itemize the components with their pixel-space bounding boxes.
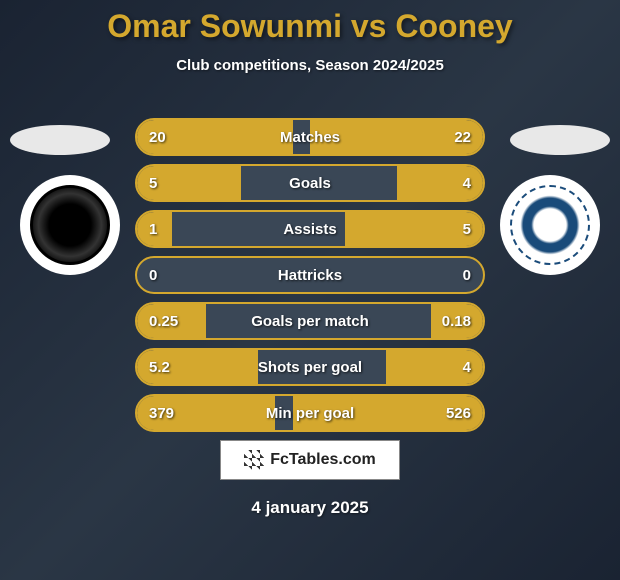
brand-footer[interactable]: FcTables.com (220, 440, 400, 480)
comparison-subtitle: Club competitions, Season 2024/2025 (0, 57, 620, 74)
club-logo-right (500, 175, 600, 275)
bromley-crest-icon (30, 185, 110, 265)
stat-value-right: 5 (463, 221, 471, 238)
stat-row-matches: 20 Matches 22 (135, 118, 485, 156)
stat-label: Shots per goal (137, 359, 483, 376)
stat-value-right: 4 (463, 175, 471, 192)
stat-value-right: 4 (463, 359, 471, 376)
stat-label: Goals per match (137, 313, 483, 330)
stat-value-right: 526 (446, 405, 471, 422)
stat-label: Goals (137, 175, 483, 192)
comparison-date: 4 january 2025 (251, 498, 368, 518)
stat-value-right: 0 (463, 267, 471, 284)
stats-container: 20 Matches 22 5 Goals 4 1 Assists 5 0 Ha… (135, 118, 485, 440)
stat-row-min-per-goal: 379 Min per goal 526 (135, 394, 485, 432)
stat-row-goals-per-match: 0.25 Goals per match 0.18 (135, 302, 485, 340)
stat-label: Assists (137, 221, 483, 238)
crewe-crest-icon (510, 185, 590, 265)
player-photo-placeholder-right (510, 125, 610, 155)
stat-label: Matches (137, 129, 483, 146)
stat-label: Hattricks (137, 267, 483, 284)
stat-row-hattricks: 0 Hattricks 0 (135, 256, 485, 294)
stat-value-right: 22 (454, 129, 471, 146)
stat-row-shots-per-goal: 5.2 Shots per goal 4 (135, 348, 485, 386)
stat-row-goals: 5 Goals 4 (135, 164, 485, 202)
stat-value-right: 0.18 (442, 313, 471, 330)
stat-label: Min per goal (137, 405, 483, 422)
club-logo-left (20, 175, 120, 275)
brand-text: FcTables.com (270, 451, 376, 469)
stat-row-assists: 1 Assists 5 (135, 210, 485, 248)
player-photo-placeholder-left (10, 125, 110, 155)
comparison-title: Omar Sowunmi vs Cooney (0, 0, 620, 45)
